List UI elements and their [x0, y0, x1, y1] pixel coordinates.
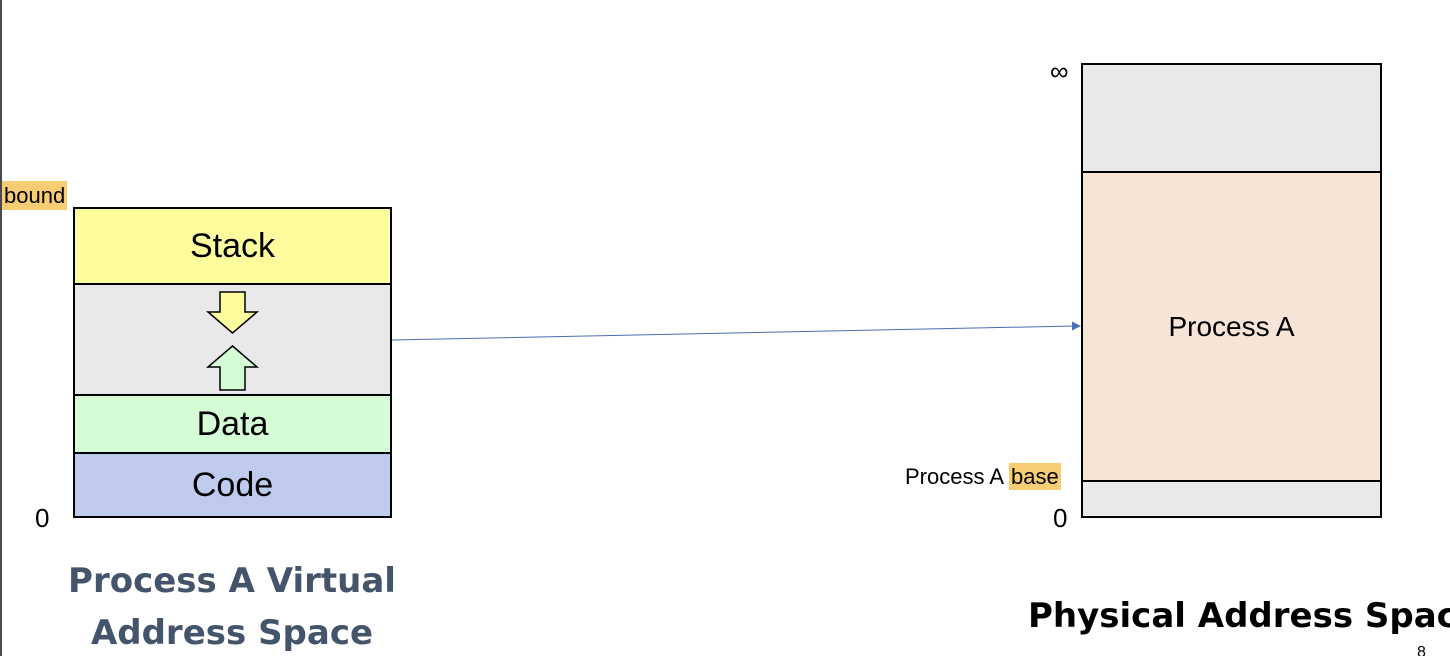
physical-caption: Physical Address Space: [1028, 596, 1450, 636]
heap-grows-up-icon: [205, 345, 260, 391]
virtual-caption-line1: Process A Virtual: [68, 561, 396, 601]
physical-free-bottom: [1081, 480, 1382, 518]
stack-label: Stack: [189, 226, 276, 265]
bound-label: bound: [2, 181, 68, 210]
physical-zero-label: 0: [1053, 503, 1068, 533]
code-label: Code: [191, 465, 274, 504]
process-a-base-label: Process A base: [905, 463, 1061, 491]
virtual-zero-label: 0: [35, 503, 50, 533]
infinity-label: ∞: [1050, 56, 1069, 86]
virtual-caption: Process A Virtual Address Space: [62, 555, 402, 656]
process-a-label: Process A: [1168, 310, 1295, 342]
data-label: Data: [196, 404, 269, 443]
process-a-region: Process A: [1081, 171, 1382, 482]
mapping-arrow-line: [391, 325, 1075, 341]
stack-grows-down-icon: [205, 291, 260, 334]
slide-left-border: [0, 0, 2, 656]
base-label-prefix: Process A: [905, 464, 1003, 489]
page-number: 8: [1417, 644, 1426, 656]
mapping-arrow-head: [1072, 321, 1081, 331]
virtual-caption-line2: Address Space: [90, 613, 374, 653]
code-segment: Code: [73, 452, 392, 518]
base-highlight: base: [1008, 463, 1061, 490]
